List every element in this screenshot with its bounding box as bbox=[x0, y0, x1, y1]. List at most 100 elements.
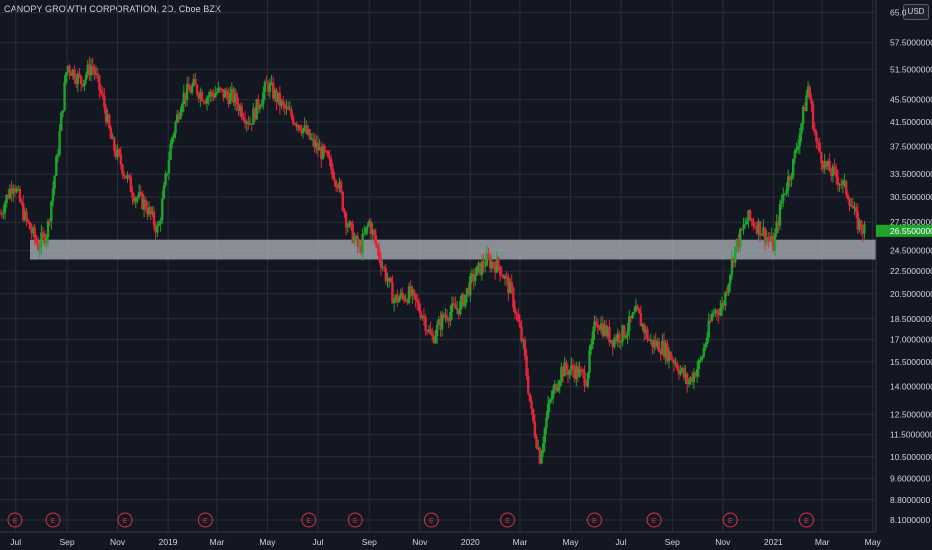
earnings-label: E bbox=[505, 518, 510, 525]
candle-body bbox=[25, 211, 28, 220]
candle-body bbox=[831, 166, 835, 176]
y-tick-label: 8.1000000 bbox=[890, 515, 930, 525]
candle-body bbox=[801, 106, 805, 124]
earnings-marker bbox=[500, 512, 516, 528]
y-tick-label: 14.0000000 bbox=[890, 382, 932, 392]
candle-body bbox=[26, 219, 30, 223]
candle-body bbox=[180, 104, 184, 113]
candle-body bbox=[185, 84, 189, 100]
y-tick-label: 10.5000000 bbox=[890, 452, 932, 462]
candle-body bbox=[536, 447, 540, 449]
y-tick-label: 57.5000000 bbox=[890, 38, 932, 48]
candle-body bbox=[36, 242, 40, 250]
candle-body bbox=[439, 319, 442, 330]
candle-body bbox=[220, 88, 224, 90]
candle-body bbox=[790, 176, 793, 180]
candle-body bbox=[316, 142, 320, 151]
candle-body bbox=[863, 224, 866, 234]
earnings-marker bbox=[646, 512, 662, 528]
y-tick-label: 20.5000000 bbox=[890, 289, 932, 299]
candle-body bbox=[86, 64, 89, 75]
candle-body bbox=[475, 266, 479, 276]
candle-body bbox=[214, 93, 217, 98]
candle-body bbox=[76, 73, 80, 85]
candle-body bbox=[548, 399, 551, 404]
candle-body bbox=[194, 79, 197, 85]
candle-body bbox=[752, 221, 755, 227]
candle-body bbox=[661, 340, 664, 355]
candle-body bbox=[667, 351, 671, 362]
candle-body bbox=[520, 326, 523, 342]
candle-body bbox=[465, 287, 469, 295]
candle-body bbox=[122, 174, 126, 176]
x-tick-label: Jul bbox=[313, 537, 324, 547]
candle-body bbox=[628, 316, 631, 331]
candle-body bbox=[737, 239, 740, 247]
candle-body bbox=[311, 138, 315, 140]
candle-body bbox=[149, 207, 152, 215]
candle-body bbox=[510, 281, 513, 288]
candle-body bbox=[17, 188, 20, 190]
candle-body bbox=[164, 173, 167, 186]
candle-body bbox=[406, 299, 409, 303]
candle-body bbox=[235, 93, 239, 105]
candle-body bbox=[558, 381, 561, 387]
candle-body bbox=[369, 221, 373, 234]
candle-body bbox=[416, 300, 419, 303]
y-tick-label: 22.5000000 bbox=[890, 266, 932, 276]
candle-body bbox=[578, 369, 581, 377]
candle-body bbox=[717, 313, 720, 316]
candle-body bbox=[195, 84, 199, 94]
candle-body bbox=[217, 87, 220, 92]
candle-body bbox=[512, 287, 515, 308]
candle-body bbox=[267, 83, 270, 92]
candle-body bbox=[30, 229, 33, 234]
candle-body bbox=[447, 319, 450, 321]
candle-body bbox=[101, 93, 104, 96]
candle-body bbox=[290, 109, 293, 117]
candle-body bbox=[508, 281, 512, 294]
y-tick-label: 8.8000000 bbox=[890, 495, 930, 505]
candle-body bbox=[662, 340, 666, 357]
candle-body bbox=[162, 185, 166, 199]
candle-body bbox=[184, 92, 187, 100]
candle-body bbox=[432, 335, 436, 343]
candle-body bbox=[803, 106, 806, 112]
candle-body bbox=[13, 188, 17, 193]
candle-body bbox=[392, 300, 396, 304]
x-tick-label: Jul bbox=[616, 537, 627, 547]
candle-body bbox=[545, 417, 548, 429]
candle-body bbox=[371, 229, 374, 234]
candle-body bbox=[378, 248, 381, 259]
candle-body bbox=[93, 68, 96, 75]
candle-body bbox=[255, 99, 258, 120]
candle-body bbox=[719, 308, 722, 316]
candle-body bbox=[694, 372, 697, 377]
candle-body bbox=[528, 393, 532, 402]
candle-body bbox=[763, 227, 767, 243]
candle-body bbox=[844, 180, 848, 195]
candle-body bbox=[389, 277, 393, 283]
candle-body bbox=[318, 147, 321, 151]
candle-body bbox=[108, 114, 111, 129]
candle-body bbox=[575, 366, 578, 379]
candle-body bbox=[739, 229, 742, 247]
candle-body bbox=[326, 151, 330, 157]
candle-body bbox=[611, 340, 614, 347]
candle-body bbox=[720, 303, 724, 309]
candle-body bbox=[79, 75, 83, 84]
candle-body bbox=[215, 91, 219, 94]
candle-body bbox=[349, 221, 353, 224]
candle-body bbox=[623, 325, 626, 338]
candle-body bbox=[633, 311, 636, 314]
y-tick-label: 17.0000000 bbox=[890, 334, 932, 344]
y-tick-label: 18.5000000 bbox=[890, 314, 932, 324]
candle-body bbox=[664, 343, 667, 357]
currency-button[interactable]: USD bbox=[903, 4, 929, 20]
candle-body bbox=[225, 90, 229, 96]
earnings-marker bbox=[722, 512, 738, 528]
candle-body bbox=[243, 119, 247, 124]
candle-body bbox=[134, 198, 137, 203]
